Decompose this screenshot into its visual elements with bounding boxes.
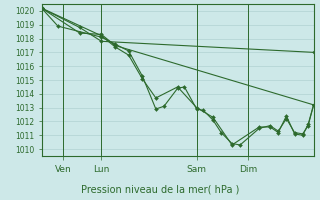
Text: Pression niveau de la mer( hPa ): Pression niveau de la mer( hPa ) <box>81 184 239 194</box>
